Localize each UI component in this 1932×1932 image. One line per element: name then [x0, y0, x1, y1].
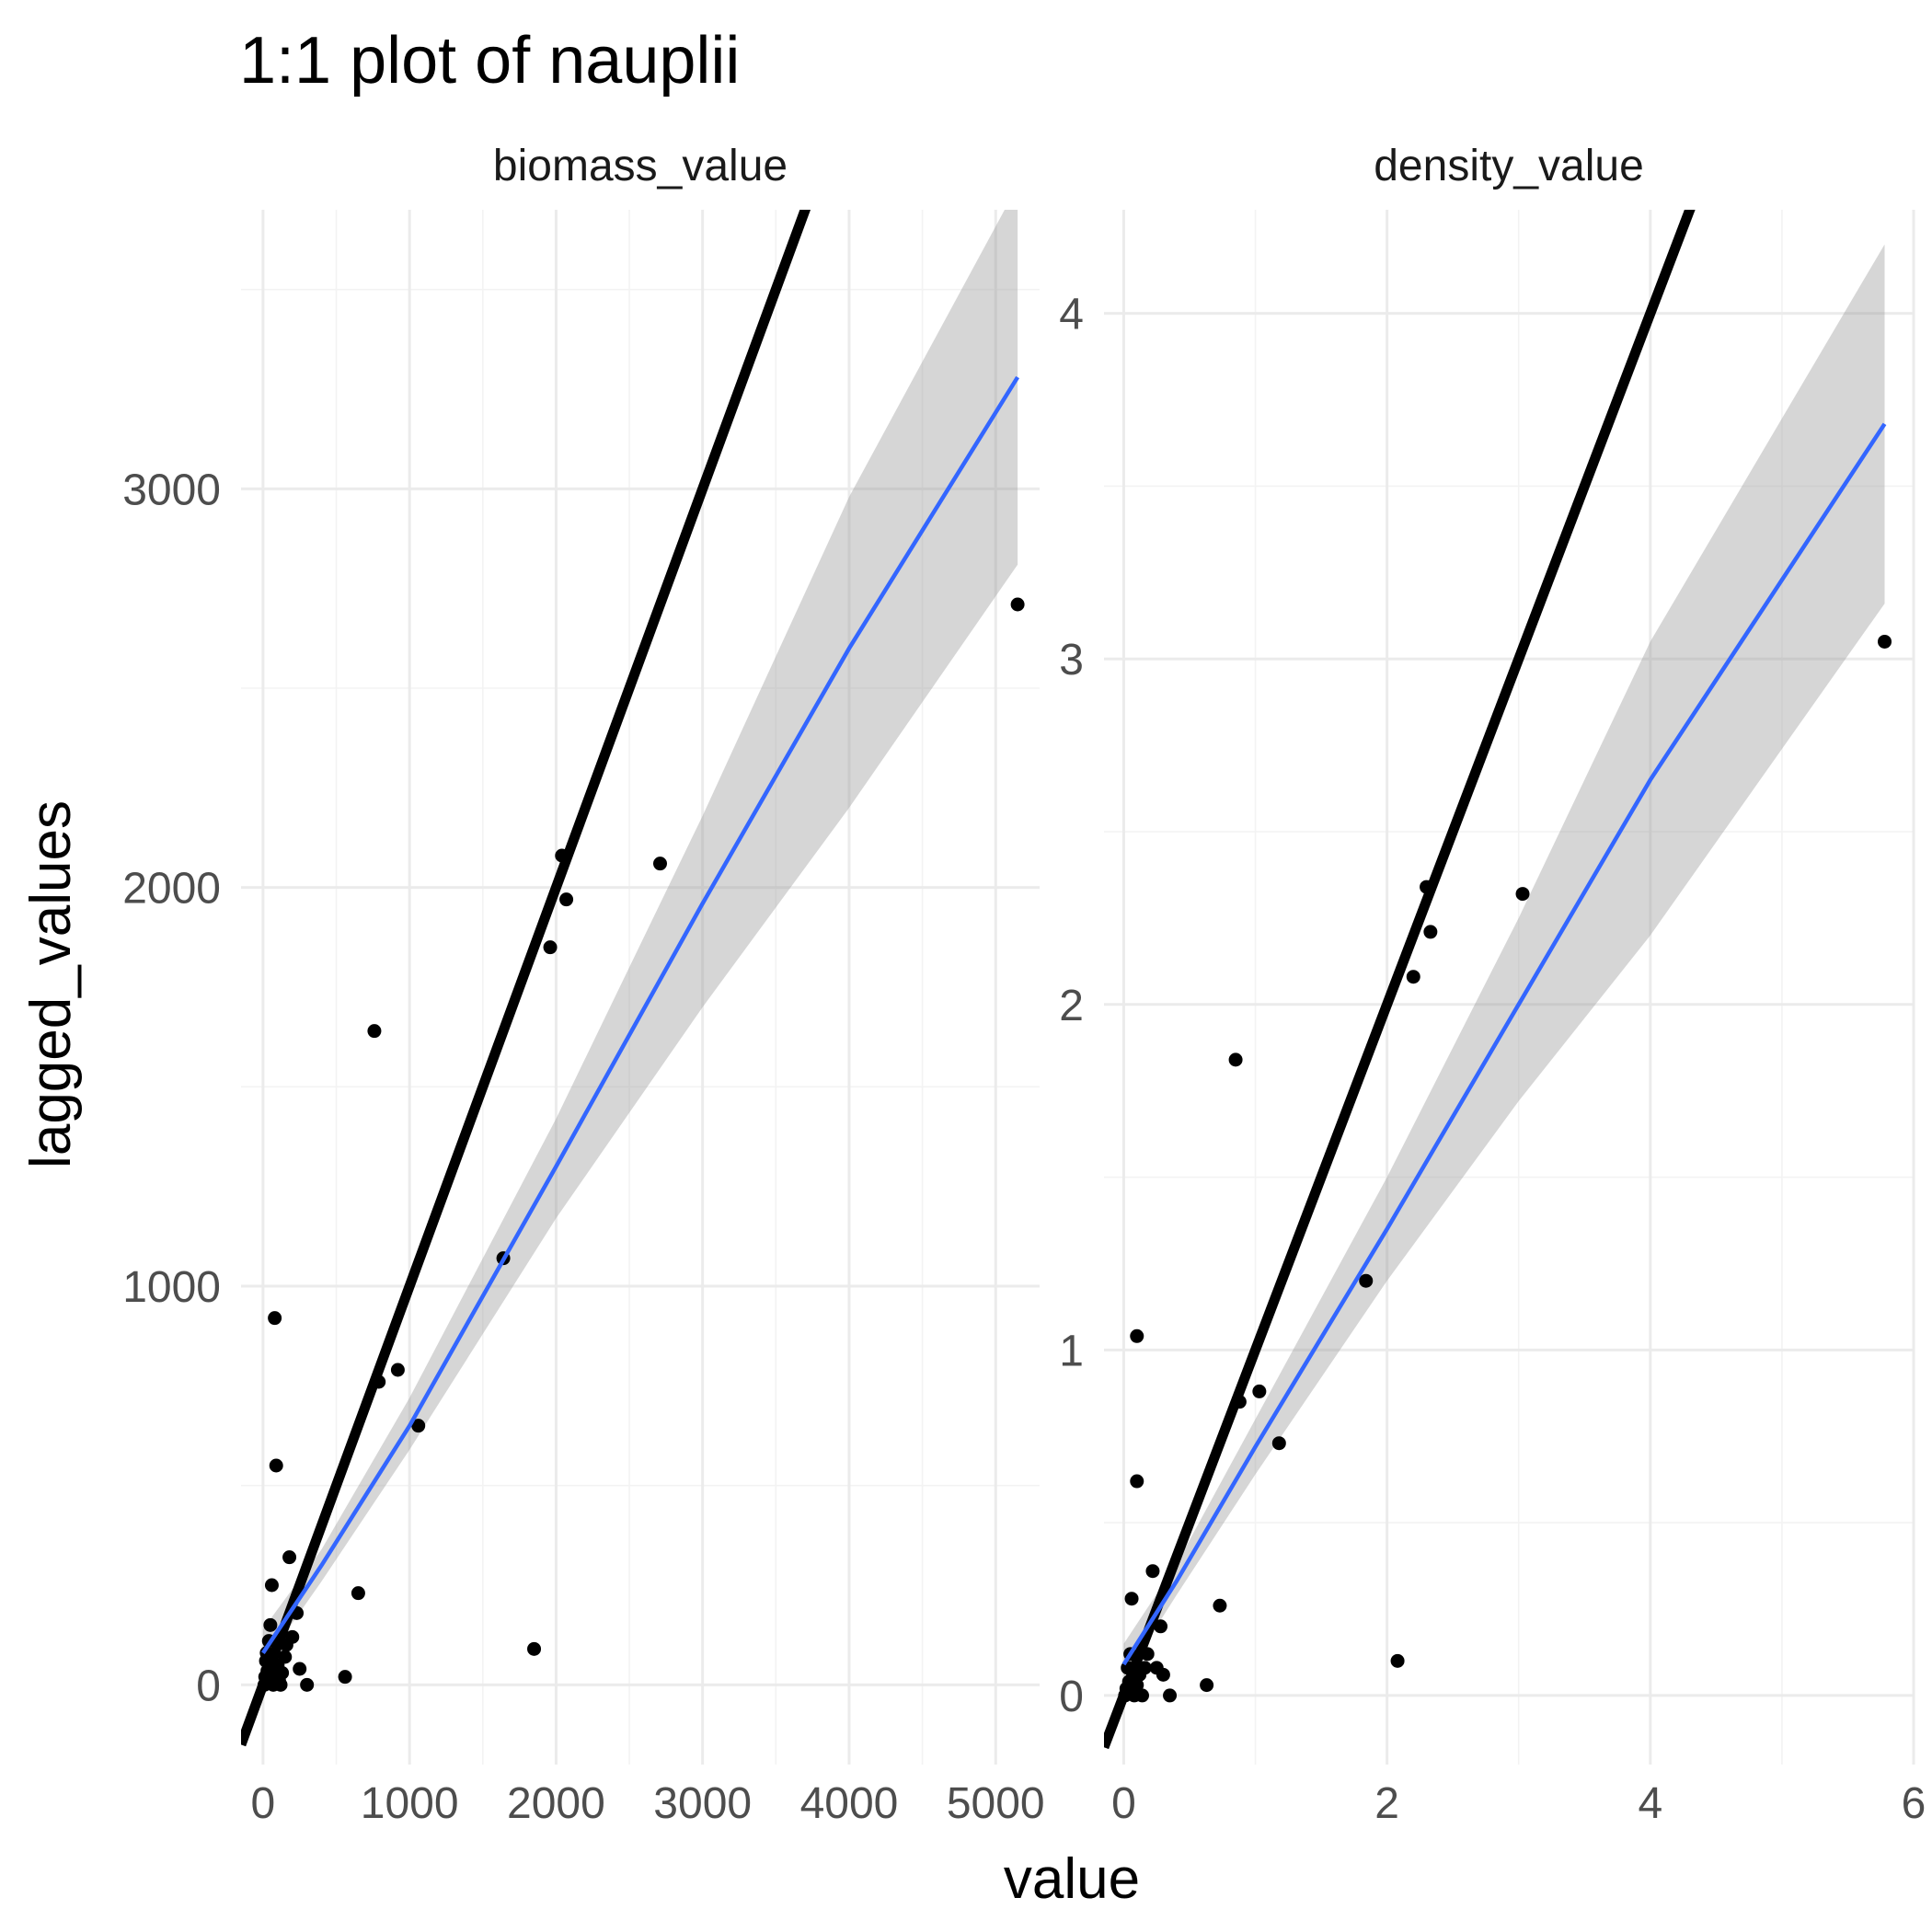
plot-area [1104, 210, 1892, 1750]
data-point [351, 1586, 365, 1601]
facet-panels: 0 1000 2000 3000 4000 5000 0 1000 2000 3000 biomas… [122, 142, 1926, 1828]
data-point [285, 1629, 300, 1644]
data-point [1145, 1564, 1160, 1579]
x-tick-label: 6 [1902, 1779, 1926, 1828]
y-tick-label: 1 [1059, 1327, 1084, 1375]
data-point [1515, 887, 1530, 902]
confidence-ribbon [262, 210, 1018, 1665]
y-tick-label: 3000 [122, 466, 221, 514]
data-point [1228, 1052, 1243, 1067]
data-point [367, 1024, 382, 1039]
data-point [559, 892, 574, 907]
confidence-ribbon [1123, 244, 1885, 1679]
chart-title: 1:1 plot of nauplii [239, 24, 740, 98]
x-axis-title: value [1004, 1847, 1140, 1911]
identity-line [241, 210, 811, 1747]
identity-line [1104, 210, 1696, 1750]
data-point [273, 1677, 288, 1692]
panel-density_value: 0 2 4 6 0 1 2 3 4 density_value [1059, 142, 1926, 1828]
data-point [390, 1363, 405, 1377]
data-point [1200, 1678, 1214, 1693]
x-tick-label: 0 [1111, 1779, 1136, 1828]
y-tick-label: 2000 [122, 865, 221, 914]
x-tick-label: 0 [251, 1779, 276, 1828]
data-point [1359, 1273, 1374, 1288]
y-axis-title: lagged_values [19, 800, 83, 1168]
data-point [300, 1677, 315, 1692]
panel-biomass_value: 0 1000 2000 3000 4000 5000 0 1000 2000 3000 biomas… [122, 142, 1045, 1828]
data-point [1252, 1384, 1267, 1398]
facet-strip-label: density_value [1374, 142, 1644, 190]
data-point [527, 1641, 542, 1656]
data-point [1010, 597, 1025, 612]
data-point [278, 1650, 293, 1664]
data-point [1130, 1328, 1144, 1343]
x-tick-label: 3000 [653, 1779, 752, 1828]
y-tick-label: 2 [1059, 982, 1084, 1030]
x-tick-label: 2000 [507, 1779, 605, 1828]
data-point [1406, 970, 1420, 984]
data-point [1124, 1592, 1139, 1606]
y-tick-label: 0 [1059, 1673, 1084, 1721]
y-tick-label: 4 [1059, 291, 1084, 339]
fit-line [1121, 422, 1887, 1666]
data-point [1137, 1661, 1152, 1675]
data-point [1878, 634, 1892, 649]
data-point [275, 1665, 290, 1680]
data-point [1423, 925, 1438, 939]
y-tick-label: 3 [1059, 636, 1084, 684]
facet-strip-label: biomass_value [493, 142, 788, 190]
x-tick-label: 1000 [361, 1779, 459, 1828]
data-point [1130, 1474, 1144, 1489]
plot-area [241, 210, 1025, 1747]
data-point [1156, 1667, 1170, 1682]
fit-line [261, 375, 1020, 1654]
y-tick-label: 1000 [122, 1263, 221, 1312]
y-tick-label: 0 [196, 1662, 221, 1710]
data-point [1271, 1436, 1286, 1451]
data-point [653, 857, 668, 871]
x-tick-label: 2 [1374, 1779, 1399, 1828]
x-tick-label: 4 [1638, 1779, 1662, 1828]
data-point [1134, 1688, 1149, 1703]
x-tick-label: 5000 [947, 1779, 1045, 1828]
data-point [1213, 1598, 1227, 1613]
data-point [543, 940, 558, 955]
data-point [1163, 1688, 1178, 1703]
x-tick-label: 4000 [800, 1779, 899, 1828]
data-point [293, 1662, 307, 1676]
data-point [1154, 1619, 1168, 1634]
data-point [268, 1311, 282, 1326]
data-point [411, 1419, 426, 1433]
data-point [1390, 1653, 1405, 1668]
data-point [264, 1578, 279, 1593]
data-point [338, 1670, 352, 1685]
data-point [282, 1550, 297, 1565]
data-point [269, 1458, 283, 1473]
data-point [263, 1617, 278, 1632]
